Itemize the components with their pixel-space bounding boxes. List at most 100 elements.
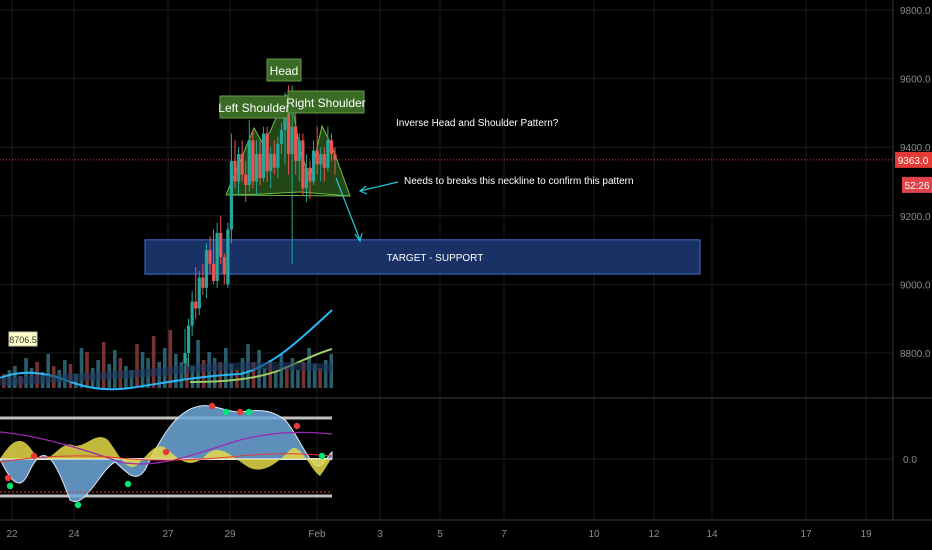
time-tick-label: 17 [800,529,812,540]
volume-bar [151,336,156,388]
candle-body [261,133,266,179]
candle-body [286,106,291,155]
candle-body [333,154,337,160]
annotation-arrows [335,177,399,243]
volume-bar [101,342,106,388]
volume-bar [296,370,300,388]
osc-signal-dot [162,448,170,456]
volume-bar [212,358,217,388]
volume-bar [168,330,173,388]
volume-bar [323,360,328,388]
candle-body [229,160,234,230]
time-tick-label: 29 [224,529,236,540]
price-tick-label: 9600.0 [900,75,931,86]
moving-averages [0,309,333,391]
price-tick-label: 9800.0 [900,6,931,17]
price-tick-label: 9400.0 [900,143,931,154]
candle-body [297,140,301,161]
target-arrow-head [354,232,363,243]
countdown-tag [902,176,932,193]
volume-bar [273,372,278,388]
candle-body [194,301,198,309]
osc-signal-dot [124,480,132,488]
osc-signal-dot [245,408,253,416]
osc-signal-dot [293,422,301,430]
last-price-text: 9363.0 [898,156,929,167]
volume-bar [251,362,256,388]
volume-bar [201,360,206,388]
candle-body [240,154,244,175]
volume-bar [190,366,195,388]
osc-signal-dot [318,452,326,460]
time-tick-label: 14 [706,529,718,540]
right-shoulder-label: Right Shoulder [286,96,365,110]
price-tag-box [8,331,38,347]
volume-bar [262,368,267,388]
volume-bar [85,352,89,388]
candle-body [183,353,187,364]
time-tick-label: 24 [68,529,80,540]
volume-bar [279,354,284,388]
candle-body [226,229,230,285]
ma-slow [189,348,333,383]
candle-body [236,154,241,182]
volume-bar [35,362,39,388]
osc-slow-area [0,437,332,476]
volume-bar [285,366,289,388]
candle-body [244,174,248,185]
candle-body [190,301,194,326]
volume-bar [63,360,67,388]
volume-bar [196,340,200,388]
axes: 9800.0 9600.0 9400.0 9200.0 9000.0 8800.0 0.0 2… [6,6,932,540]
candle-body [265,133,269,172]
volume-bar [46,354,50,388]
time-tick-label: 5 [437,529,443,540]
volume-bar [290,358,295,388]
candle-body [204,250,209,288]
candle-body [308,167,312,182]
osc-zero-label: 0.0 [903,455,917,466]
target-zone[interactable]: TARGET - SUPPORT [144,239,701,275]
volume-bar [113,350,117,388]
candle-body [304,167,309,189]
price-tick-label: 9200.0 [900,212,931,223]
volume-bar [312,364,317,388]
candle-body [251,140,255,182]
osc-red-line [0,453,333,463]
volume-bar [13,366,17,388]
candle-body [272,154,276,168]
left-shoulder-label: Left Shoulder [218,101,289,115]
candle-body [208,250,212,264]
price-tick-label: 8800.0 [900,349,931,360]
volume-bar [318,368,322,388]
grid [0,0,932,521]
osc-signal-dot [222,408,230,416]
candle-body [322,154,326,168]
volume-bar [179,362,184,388]
target-arrow [335,177,361,241]
volume-bar [129,370,134,388]
osc-signal-dot [30,452,38,460]
price-tick-label: 9000.0 [900,280,931,291]
candle-body [319,154,323,165]
volume-bar [229,364,234,388]
target-support-box[interactable] [144,239,701,275]
volume-bar [301,362,306,388]
candle-body [215,232,219,281]
candle-body [254,154,259,182]
time-tick-label: 7 [501,529,507,540]
neckline-arrow-head [358,185,368,195]
time-tick-label: 10 [588,529,600,540]
time-tick-label: 3 [377,529,383,540]
neckline-arrow [359,181,399,192]
volume-bar [135,344,139,388]
right-shoulder-label-box [287,90,365,114]
pattern-title-note: Inverse Head and Shoulder Pattern? [396,118,559,129]
neckline-note: Needs to breaks this neckline to confirm… [404,176,634,187]
ma-band [0,362,333,386]
price-tag-label: 8706.5 [9,335,37,345]
candle-body [315,150,319,165]
osc-signal-dot [6,482,14,490]
head-label: Head [270,64,299,78]
